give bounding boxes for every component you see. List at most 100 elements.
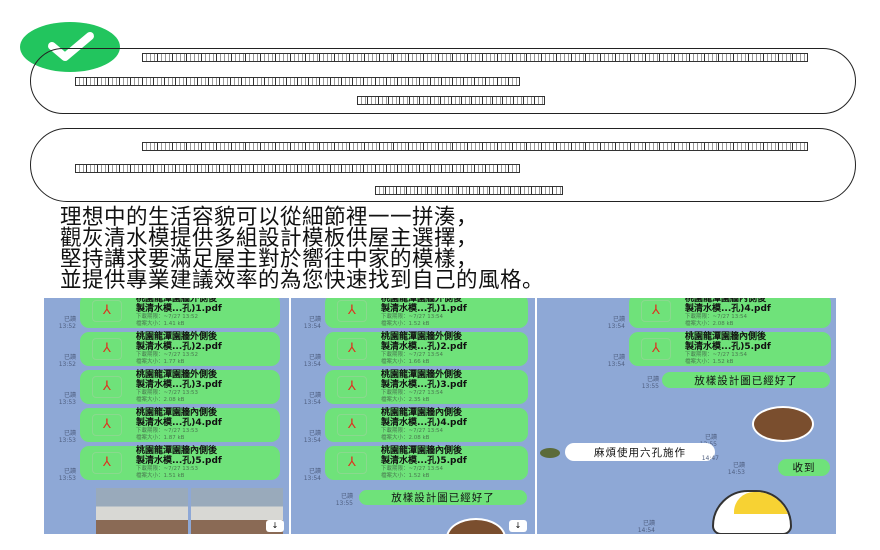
chat-panel-2: 已讀 13:55 放樣設計圖已經好了 ↓ ⅄ 桃園龍潭園牆外側後 製清水模...孔…	[291, 298, 535, 534]
file-size: 檔案大小：1.77 kB	[136, 359, 185, 365]
file-message-bubble[interactable]: ⅄ 桃園龍潭園牆內側後 製清水模...孔)5.pdf 下載期限：~7/27 13…	[325, 446, 528, 480]
download-deadline: 下載期限：~7/27 13:53	[136, 390, 199, 396]
scroll-down-icon[interactable]: ↓	[266, 520, 284, 532]
file-name: 製清水模...孔)4.pdf	[685, 304, 771, 314]
download-deadline: 下載期限：~7/27 13:53	[136, 466, 199, 472]
read-receipt: 已讀 13:54	[303, 316, 321, 330]
read-receipt: 已讀 13:54	[303, 468, 321, 482]
file-name: 桃園龍潭園牆外側後	[136, 298, 218, 304]
option-box-2	[30, 128, 856, 202]
download-deadline: 下載期限：~7/27 13:54	[381, 466, 444, 472]
bear-sticker	[446, 518, 506, 534]
photo-thumbnail[interactable]	[96, 488, 188, 534]
download-deadline: 下載期限：~7/27 13:52	[136, 352, 199, 358]
file-name: 桃園龍潭園牆外側後	[381, 298, 463, 304]
pdf-file-icon: ⅄	[337, 376, 367, 398]
option-box-1	[30, 48, 856, 114]
file-message-bubble[interactable]: ⅄ 桃園龍潭園牆外側後 製清水模...孔)2.pdf 下載期限：~7/27 13…	[325, 332, 528, 366]
message-bubble: 放樣設計圖已經好了	[359, 490, 527, 505]
file-name: 製清水模...孔)2.pdf	[136, 342, 222, 352]
file-name: 桃園龍潭園牆內側後	[136, 408, 218, 418]
pdf-file-icon: ⅄	[92, 338, 122, 360]
file-message-bubble[interactable]: ⅄ 桃園龍潭園牆內側後 製清水模...孔)4.pdf 下載期限：~7/27 13…	[80, 408, 280, 442]
file-name: 桃園龍潭園牆外側後	[381, 370, 463, 380]
download-deadline: 下載期限：~7/27 13:54	[381, 428, 444, 434]
unrendered-glyph-row	[142, 142, 809, 151]
bear-sticker	[752, 406, 814, 442]
file-size: 檔案大小：1.52 kB	[381, 321, 430, 327]
download-deadline: 下載期限：~7/27 13:54	[381, 314, 444, 320]
pdf-file-icon: ⅄	[92, 452, 122, 474]
message-time: 14:47	[701, 455, 719, 462]
file-size: 檔案大小：1.87 kB	[136, 435, 185, 441]
read-receipt: 已讀 13:53	[58, 430, 76, 444]
download-deadline: 下載期限：~7/27 13:54	[685, 352, 748, 358]
file-size: 檔案大小：1.52 kB	[685, 359, 734, 365]
incoming-message-bubble: 麻煩使用六孔施作	[565, 443, 715, 461]
chat-panel-1: ↓ ⅄ 桃園龍潭園牆外側後 製清水模...孔)1.pdf 下載期限：~7/27 …	[44, 298, 289, 534]
file-size: 檔案大小：2.08 kB	[136, 397, 185, 403]
download-deadline: 下載期限：~7/27 13:54	[381, 390, 444, 396]
pdf-file-icon: ⅄	[641, 338, 671, 360]
unrendered-glyph-row	[357, 96, 546, 105]
download-deadline: 下載期限：~7/27 13:53	[136, 428, 199, 434]
read-receipt: 已讀 13:54	[303, 430, 321, 444]
download-deadline: 下載期限：~7/27 13:54	[381, 352, 444, 358]
pdf-file-icon: ⅄	[92, 300, 122, 322]
read-receipt: 已讀 13:53	[58, 468, 76, 482]
file-message-bubble[interactable]: ⅄ 桃園龍潭園牆外側後 製清水模...孔)1.pdf 下載期限：~7/27 13…	[325, 298, 528, 328]
read-receipt: 已讀 13:53	[58, 392, 76, 406]
read-receipt: 已讀 13:54	[607, 354, 625, 368]
message-bubble: 收到	[778, 459, 830, 476]
girl-sticker	[712, 490, 792, 534]
file-name: 製清水模...孔)3.pdf	[381, 380, 467, 390]
file-size: 檔案大小：2.08 kB	[381, 435, 430, 441]
file-message-bubble[interactable]: ⅄ 桃園龍潭園牆內側後 製清水模...孔)5.pdf 下載期限：~7/27 13…	[629, 332, 831, 366]
file-name: 桃園龍潭園牆內側後	[381, 446, 463, 456]
file-name: 桃園龍潭園牆內側後	[381, 408, 463, 418]
file-name: 製清水模...孔)1.pdf	[136, 304, 222, 314]
avatar[interactable]	[540, 448, 560, 458]
file-message-bubble[interactable]: ⅄ 桃園龍潭園牆外側後 製清水模...孔)2.pdf 下載期限：~7/27 13…	[80, 332, 280, 366]
file-name: 製清水模...孔)3.pdf	[136, 380, 222, 390]
file-message-bubble[interactable]: ⅄ 桃園龍潭園牆內側後 製清水模...孔)5.pdf 下載期限：~7/27 13…	[80, 446, 280, 480]
read-receipt: 已讀 13:54	[303, 392, 321, 406]
pdf-file-icon: ⅄	[641, 300, 671, 322]
file-size: 檔案大小：1.66 kB	[381, 359, 430, 365]
read-receipt: 已讀 13:52	[58, 316, 76, 330]
pdf-file-icon: ⅄	[337, 452, 367, 474]
unrendered-glyph-row	[142, 53, 809, 62]
pdf-file-icon: ⅄	[337, 338, 367, 360]
file-message-bubble[interactable]: ⅄ 桃園龍潭園牆內側後 製清水模...孔)4.pdf 下載期限：~7/27 13…	[325, 408, 528, 442]
file-name: 桃園龍潭園牆外側後	[136, 332, 218, 342]
file-size: 檔案大小：1.51 kB	[136, 473, 185, 479]
file-name: 製清水模...孔)5.pdf	[685, 342, 771, 352]
intro-line: 並提供專業建議效率的為您快速找到自己的風格。	[60, 268, 545, 293]
file-size: 檔案大小：1.52 kB	[381, 473, 430, 479]
unrendered-glyph-row	[75, 77, 520, 86]
file-name: 桃園龍潭園牆內側後	[136, 446, 218, 456]
unrendered-glyph-row	[75, 164, 520, 173]
file-message-bubble[interactable]: ⅄ 桃園龍潭園牆外側後 製清水模...孔)3.pdf 下載期限：~7/27 13…	[80, 370, 280, 404]
download-deadline: 下載期限：~7/27 13:52	[136, 314, 199, 320]
download-deadline: 下載期限：~7/27 13:54	[685, 314, 748, 320]
file-size: 檔案大小：1.41 kB	[136, 321, 185, 327]
file-message-bubble[interactable]: ⅄ 桃園龍潭園牆內側後 製清水模...孔)4.pdf 下載期限：~7/27 13…	[629, 298, 831, 328]
file-message-bubble[interactable]: ⅄ 桃園龍潭園牆外側後 製清水模...孔)1.pdf 下載期限：~7/27 13…	[80, 298, 280, 328]
file-size: 檔案大小：2.35 kB	[381, 397, 430, 403]
file-message-bubble[interactable]: ⅄ 桃園龍潭園牆外側後 製清水模...孔)3.pdf 下載期限：~7/27 13…	[325, 370, 528, 404]
scroll-down-icon[interactable]: ↓	[509, 520, 527, 532]
file-name: 製清水模...孔)4.pdf	[136, 418, 222, 428]
pdf-file-icon: ⅄	[92, 414, 122, 436]
file-name: 桃園龍潭園牆內側後	[685, 298, 767, 304]
unrendered-glyph-row	[375, 186, 564, 195]
file-name: 桃園龍潭園牆外側後	[381, 332, 463, 342]
intro-text: 理想中的生活容貌可以從細節裡一一拼湊， 觀灰清水模提供多組設計模板供屋主選擇， …	[60, 207, 545, 293]
file-name: 製清水模...孔)1.pdf	[381, 304, 467, 314]
read-receipt: 已讀 13:52	[58, 354, 76, 368]
intro-line: 觀灰清水模提供多組設計模板供屋主選擇，	[60, 226, 479, 251]
file-name: 桃園龍潭園牆外側後	[136, 370, 218, 380]
